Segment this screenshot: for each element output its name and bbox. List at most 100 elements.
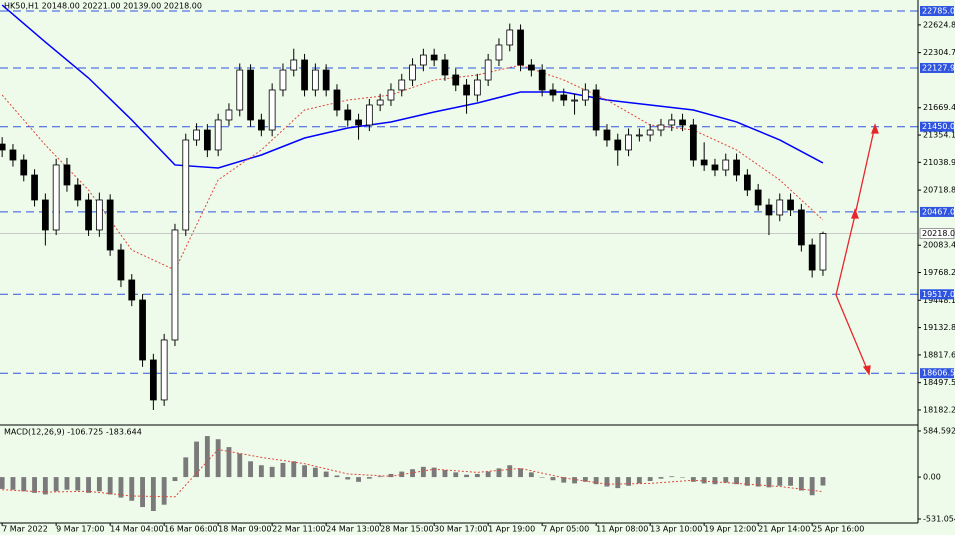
macd-bar	[140, 477, 145, 508]
macd-bar	[680, 477, 685, 478]
x-tick-label: 11 Apr 08:00	[596, 525, 648, 534]
y-tick-label: 20083.45	[923, 241, 955, 250]
candle-body	[301, 59, 308, 91]
candle-body	[495, 44, 503, 61]
candle-body	[355, 119, 362, 126]
candle-body	[290, 59, 298, 71]
candle-body	[279, 69, 287, 91]
macd-bar	[777, 477, 783, 486]
macd-bar	[809, 477, 815, 496]
candle-body	[203, 129, 211, 151]
candle-body	[743, 174, 751, 191]
y-tick-label: 19768.20	[923, 268, 955, 277]
candle-body	[365, 104, 373, 126]
macd-bar	[431, 467, 437, 478]
macd-bar	[453, 472, 459, 478]
candle-body	[538, 69, 546, 91]
candle-body	[419, 54, 427, 66]
candle-body	[635, 134, 643, 137]
macd-bar	[269, 466, 275, 478]
macd-bar	[798, 477, 804, 491]
candle-body	[452, 74, 460, 86]
candle-body	[625, 134, 632, 151]
x-tick-label: 7 Mar 2022	[2, 525, 48, 534]
plot: 22624.85 22304.75 21669.40 21354.15 21038.90…	[0, 4, 955, 534]
candle-body	[31, 174, 38, 201]
candle-body	[236, 69, 244, 111]
macd-bar	[312, 467, 318, 478]
candle-body	[614, 139, 622, 151]
macd-bar	[118, 477, 124, 498]
level-label: 22785.00	[922, 7, 955, 16]
candle-body	[41, 199, 49, 231]
candle-body	[333, 89, 341, 111]
last-price-box	[919, 228, 955, 240]
candle-body	[765, 204, 773, 216]
candle-body	[549, 89, 557, 96]
macd-bar	[10, 477, 16, 490]
arrowhead	[871, 123, 879, 134]
macd-bar	[183, 457, 189, 478]
candle-body	[128, 279, 136, 301]
macd-bar	[107, 477, 113, 495]
x-tick-label: 21 Apr 14:00	[758, 525, 810, 534]
arrow	[854, 129, 875, 216]
arrow	[835, 294, 868, 370]
candle-body	[311, 69, 319, 91]
candle-body	[819, 233, 827, 271]
y-tick-label: 21354.15	[923, 131, 955, 140]
macd-bar	[572, 477, 577, 484]
candle-body	[517, 29, 524, 66]
candle-body	[171, 229, 179, 341]
x-tick-label: 30 Mar 17:00	[434, 525, 487, 534]
candle-body	[592, 89, 600, 131]
y-tick-label: 18497.50	[923, 378, 955, 387]
macd-bar	[712, 477, 718, 485]
macd-bar	[474, 473, 480, 478]
x-tick-label: 22 Mar 11:00	[272, 525, 325, 534]
macd-bar	[129, 477, 135, 501]
macd-bar	[377, 476, 383, 478]
x-tick-label: 19 Apr 12:00	[704, 525, 756, 534]
x-tick-label: 28 Mar 15:00	[380, 525, 433, 534]
level-label: 22127.93	[922, 63, 955, 72]
candle-body	[646, 129, 654, 136]
macd-bar	[410, 469, 415, 478]
macd-bar	[420, 466, 426, 478]
arrowhead	[851, 208, 859, 219]
macd-bar	[21, 477, 27, 492]
macd-bar	[744, 477, 750, 486]
macd-bar	[399, 471, 405, 478]
macd-bar	[464, 474, 469, 478]
macd-signal	[2, 448, 824, 498]
candle-body	[106, 199, 114, 251]
candle-body	[473, 79, 481, 96]
macd-bar	[42, 477, 48, 495]
candle-body	[700, 159, 708, 166]
x-tick-label: 18 Mar 09:00	[218, 525, 271, 534]
level-label-box	[920, 6, 954, 17]
x-tick-label: 25 Apr 16:00	[812, 525, 864, 534]
candle-body	[787, 199, 794, 211]
macd-bar	[561, 477, 567, 483]
y-tick-label: 21038.90	[923, 158, 955, 167]
candle-body	[808, 244, 816, 271]
level-label: 19517.00	[922, 290, 955, 299]
macd-bar	[658, 477, 664, 479]
candle-body	[182, 139, 190, 231]
candle-body	[117, 249, 125, 281]
arrow	[835, 214, 856, 296]
candle-body	[527, 64, 535, 71]
macd-bar	[734, 477, 739, 485]
macd-y-tick-label: 0.00	[923, 473, 941, 482]
macd-bar	[64, 477, 70, 490]
macd-bar	[647, 477, 653, 482]
macd-bar	[690, 477, 696, 482]
y-tick-label: 18817.60	[923, 350, 955, 359]
candle-body	[733, 159, 740, 176]
candle-body	[257, 119, 265, 131]
candle-body	[139, 299, 146, 361]
macd-bar	[669, 476, 675, 478]
candle-body	[668, 119, 676, 126]
